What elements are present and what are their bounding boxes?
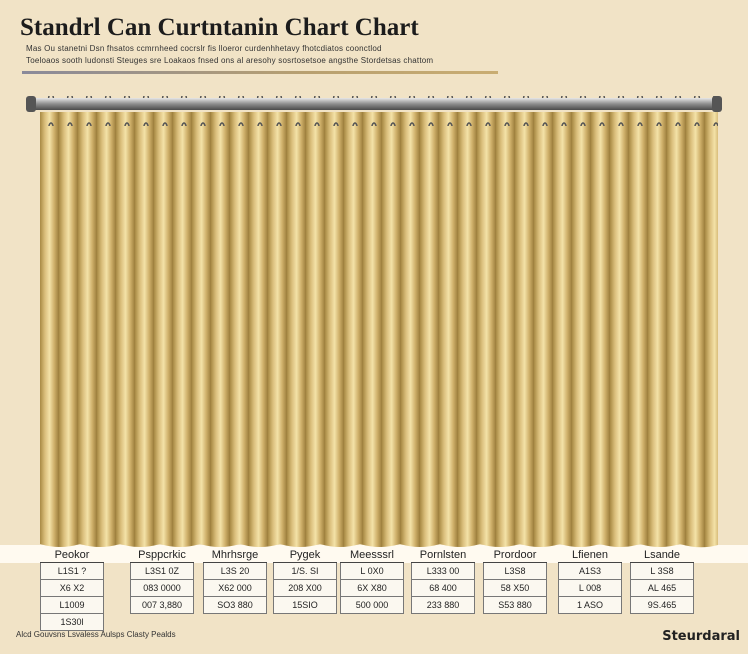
size-column: Meesssrl L 0X0 6X X80 500 000 <box>340 548 404 614</box>
subtitle: Toeloaos sooth ludonsti Steuges sre Loak… <box>26 56 434 65</box>
curtain <box>40 112 718 548</box>
rod-end <box>26 96 36 112</box>
size-cell: 1 ASO <box>558 597 622 614</box>
size-cell: L333 00 <box>411 563 475 580</box>
size-cell: X62 000 <box>203 580 267 597</box>
size-cell: 9S.465 <box>630 597 694 614</box>
size-cell: L1009 <box>40 597 104 614</box>
size-cell: L3S8 <box>483 563 547 580</box>
column-heading: Peokor <box>40 548 104 563</box>
size-cell: 500 000 <box>340 597 404 614</box>
size-cell: L3S1 0Z <box>130 563 194 580</box>
column-heading: Prordoor <box>483 548 547 563</box>
size-cell: L3S 20 <box>203 563 267 580</box>
title: Standrl Can Curtntanin Chart Chart <box>20 14 419 41</box>
column-heading: Lfienen <box>558 548 622 563</box>
size-column: Prordoor L3S8 58 X50 S53 880 <box>483 548 547 614</box>
footer-note: Alcd Gouvsns Lsvaless Aulsps Clasty Peal… <box>16 630 176 639</box>
size-column: Lfienen A1S3 L 008 1 ASO <box>558 548 622 614</box>
size-cell: SO3 880 <box>203 597 267 614</box>
column-heading: Psppcrkic <box>130 548 194 563</box>
size-cell: S53 880 <box>483 597 547 614</box>
size-cell: AL 465 <box>630 580 694 597</box>
size-cell: 083 0000 <box>130 580 194 597</box>
size-column: Mhrhsrge L3S 20 X62 000 SO3 880 <box>203 548 267 614</box>
size-cell: L 3S8 <box>630 563 694 580</box>
size-column: Psppcrkic L3S1 0Z 083 0000 007 3,880 <box>130 548 194 614</box>
column-heading: Lsande <box>630 548 694 563</box>
size-cell: 1/S. SI <box>273 563 337 580</box>
size-cell: A1S3 <box>558 563 622 580</box>
size-cell: 58 X50 <box>483 580 547 597</box>
column-heading: Meesssrl <box>340 548 404 563</box>
rod-end <box>712 96 722 112</box>
column-heading: Pygek <box>273 548 337 563</box>
size-cell: L 0X0 <box>340 563 404 580</box>
size-cell: L1S1 ? <box>40 563 104 580</box>
size-cell: L 008 <box>558 580 622 597</box>
size-cell: 15SIO <box>273 597 337 614</box>
column-heading: Pornlsten <box>411 548 475 563</box>
rod <box>30 98 718 110</box>
size-column: Lsande L 3S8 AL 465 9S.465 <box>630 548 694 614</box>
brand: Steurdaral <box>662 629 740 644</box>
column-heading: Mhrhsrge <box>203 548 267 563</box>
rule <box>22 71 498 74</box>
floor <box>0 545 748 563</box>
subtitle: Mas Ou stanetni Dsn fhsatos ccmrnheed co… <box>26 44 382 53</box>
size-cell: 007 3,880 <box>130 597 194 614</box>
size-cell: X6 X2 <box>40 580 104 597</box>
size-column: Peokor L1S1 ? X6 X2 L1009 1S30l <box>40 548 104 631</box>
size-column: Pygek 1/S. SI 208 X00 15SIO <box>273 548 337 614</box>
size-cell: 208 X00 <box>273 580 337 597</box>
size-cell: 6X X80 <box>340 580 404 597</box>
size-cell: 233 880 <box>411 597 475 614</box>
size-cell: 68 400 <box>411 580 475 597</box>
size-cell: 1S30l <box>40 614 104 631</box>
size-column: Pornlsten L333 00 68 400 233 880 <box>411 548 475 614</box>
